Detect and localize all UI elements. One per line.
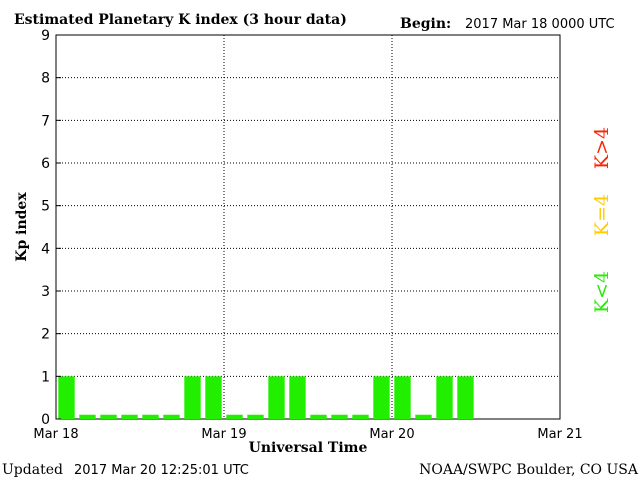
source-credit: NOAA/SWPC Boulder, CO USA: [419, 462, 639, 478]
gridlines: [56, 35, 560, 419]
y-tick-label: 7: [41, 113, 50, 129]
x-axis-label: Universal Time: [249, 440, 368, 456]
x-tick-label: Mar 20: [369, 427, 414, 442]
kp-bar: [58, 376, 75, 419]
x-tick-label: Mar 19: [201, 427, 246, 442]
plot-area: 0 1 2 3 4 5 6 7 8 9 Mar 18 Mar 19 Mar 20 Mar 21: [33, 28, 582, 442]
y-tick-label: 3: [41, 284, 50, 300]
y-tick-label: 1: [41, 369, 50, 385]
kp-bar: [100, 414, 117, 419]
kp-bar: [247, 414, 264, 419]
x-tick-label: Mar 21: [537, 427, 582, 442]
bar-series: [58, 376, 474, 419]
kp-bar: [352, 414, 369, 419]
kp-bar: [310, 414, 327, 419]
kp-bar: [184, 376, 201, 419]
kp-bar: [142, 414, 159, 419]
legend: K>4 K=4 K<4: [591, 127, 613, 313]
legend-k-equal-4: K=4: [591, 194, 613, 236]
y-axis-ticks: 0 1 2 3 4 5 6 7 8 9: [41, 28, 61, 428]
y-tick-label: 4: [41, 241, 50, 257]
kp-bar: [268, 376, 285, 419]
kp-bar: [289, 376, 306, 419]
y-tick-label: 5: [41, 199, 50, 215]
y-tick-label: 0: [41, 412, 50, 428]
x-tick-label: Mar 18: [33, 427, 78, 442]
x-axis-ticks: Mar 18 Mar 19 Mar 20 Mar 21: [33, 427, 582, 442]
kp-bar: [331, 414, 348, 419]
kp-bar: [79, 414, 96, 419]
kp-bar: [121, 414, 138, 419]
y-tick-label: 9: [41, 28, 50, 44]
y-tick-label: 2: [41, 327, 50, 343]
y-tick-label: 6: [41, 156, 50, 172]
chart-title: Estimated Planetary K index (3 hour data…: [14, 12, 347, 28]
kp-bar: [163, 414, 180, 419]
kp-bar: [226, 414, 243, 419]
updated-label: Updated: [2, 462, 63, 478]
kp-bar: [436, 376, 453, 419]
y-axis-label: Kp index: [14, 192, 30, 262]
kp-bar: [415, 414, 432, 419]
legend-k-less-4: K<4: [591, 271, 613, 313]
kp-bar: [373, 376, 390, 419]
kp-bar: [457, 376, 474, 419]
y-tick-label: 8: [41, 71, 50, 87]
begin-value: 2017 Mar 18 0000 UTC: [465, 17, 615, 32]
begin-label: Begin:: [400, 16, 451, 32]
updated-value: 2017 Mar 20 12:25:01 UTC: [74, 463, 249, 478]
plot-frame: [55, 34, 561, 420]
legend-k-greater-4: K>4: [591, 127, 613, 169]
kp-bar: [205, 376, 222, 419]
kp-bar: [394, 376, 411, 419]
